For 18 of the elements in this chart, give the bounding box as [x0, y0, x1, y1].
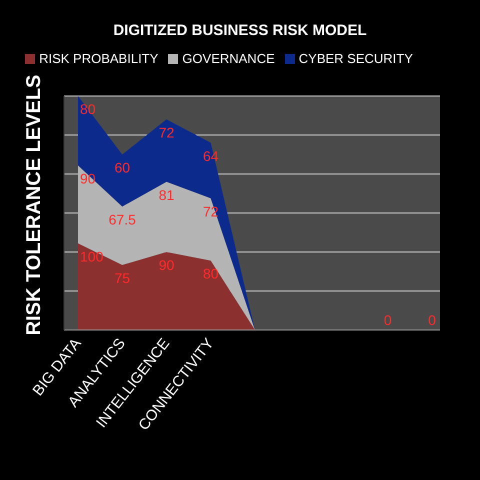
data-label: 81	[158, 186, 174, 203]
data-label: 75	[114, 270, 130, 286]
data-label: 64	[202, 148, 219, 164]
data-label: 67.5	[108, 212, 136, 228]
data-label: 90	[80, 170, 96, 186]
data-label: 72	[158, 124, 174, 140]
data-label: 0	[384, 312, 392, 328]
data-label: 90	[158, 257, 174, 273]
data-label: 100	[80, 248, 104, 264]
y-axis-title: RISK TOLERANCE LEVELS	[23, 74, 45, 336]
legend-label: GOVERNANCE	[182, 51, 275, 66]
data-label: 80	[80, 101, 96, 117]
legend-label: RISK PROBABILITY	[39, 51, 158, 66]
chart-title: DIGITIZED BUSINESS RISK MODEL	[112, 22, 368, 39]
legend-label: CYBER SECURITY	[298, 51, 413, 66]
data-label: 80	[202, 266, 219, 282]
data-label: 60	[114, 160, 130, 176]
data-label: 0	[428, 312, 436, 328]
